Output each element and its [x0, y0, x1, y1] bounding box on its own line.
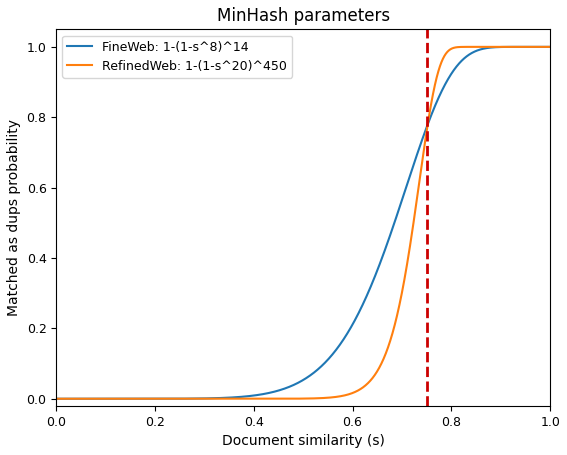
Title: MinHash parameters: MinHash parameters — [217, 7, 390, 25]
FineWeb: 1-(1-s^8)^14: (0.97, 1): 1-(1-s^8)^14: (0.97, 1) — [532, 44, 539, 50]
FineWeb: 1-(1-s^8)^14: (0, 0): 1-(1-s^8)^14: (0, 0) — [53, 396, 60, 401]
RefinedWeb: 1-(1-s^20)^450: (0.486, 0.000246): 1-(1-s^20)^450: (0.486, 0.000246) — [293, 396, 300, 401]
Y-axis label: Matched as dups probability: Matched as dups probability — [7, 119, 21, 316]
RefinedWeb: 1-(1-s^20)^450: (0.881, 1): 1-(1-s^20)^450: (0.881, 1) — [488, 44, 495, 50]
FineWeb: 1-(1-s^8)^14: (1, 1): 1-(1-s^8)^14: (1, 1) — [547, 44, 553, 50]
RefinedWeb: 1-(1-s^20)^450: (0.971, 1): 1-(1-s^20)^450: (0.971, 1) — [532, 44, 539, 50]
RefinedWeb: 1-(1-s^20)^450: (0.051, 0): 1-(1-s^20)^450: (0.051, 0) — [78, 396, 85, 401]
Line: FineWeb: 1-(1-s^8)^14: FineWeb: 1-(1-s^8)^14 — [56, 47, 550, 399]
FineWeb: 1-(1-s^8)^14: (0.991, 1): 1-(1-s^8)^14: (0.991, 1) — [543, 44, 549, 50]
FineWeb: 1-(1-s^8)^14: (0.486, 0.0429): 1-(1-s^8)^14: (0.486, 0.0429) — [293, 381, 300, 386]
RefinedWeb: 1-(1-s^20)^450: (0, 0): 1-(1-s^20)^450: (0, 0) — [53, 396, 60, 401]
FineWeb: 1-(1-s^8)^14: (0.051, 6.43e-10): 1-(1-s^8)^14: (0.051, 6.43e-10) — [78, 396, 85, 401]
FineWeb: 1-(1-s^8)^14: (0.971, 1): 1-(1-s^8)^14: (0.971, 1) — [532, 44, 539, 50]
RefinedWeb: 1-(1-s^20)^450: (0.46, 8e-05): 1-(1-s^20)^450: (0.46, 8e-05) — [280, 396, 287, 401]
RefinedWeb: 1-(1-s^20)^450: (0.971, 1): 1-(1-s^20)^450: (0.971, 1) — [532, 44, 539, 50]
X-axis label: Document similarity (s): Document similarity (s) — [222, 434, 384, 448]
Legend: FineWeb: 1-(1-s^8)^14, RefinedWeb: 1-(1-s^20)^450: FineWeb: 1-(1-s^8)^14, RefinedWeb: 1-(1-… — [62, 35, 293, 78]
RefinedWeb: 1-(1-s^20)^450: (1, 1): 1-(1-s^20)^450: (1, 1) — [547, 44, 553, 50]
RefinedWeb: 1-(1-s^20)^450: (0.787, 0.977): 1-(1-s^20)^450: (0.787, 0.977) — [442, 52, 448, 57]
FineWeb: 1-(1-s^8)^14: (0.46, 0.0276): 1-(1-s^8)^14: (0.46, 0.0276) — [280, 386, 287, 392]
Line: RefinedWeb: 1-(1-s^20)^450: RefinedWeb: 1-(1-s^20)^450 — [56, 47, 550, 399]
FineWeb: 1-(1-s^8)^14: (0.787, 0.893): 1-(1-s^8)^14: (0.787, 0.893) — [442, 81, 448, 87]
